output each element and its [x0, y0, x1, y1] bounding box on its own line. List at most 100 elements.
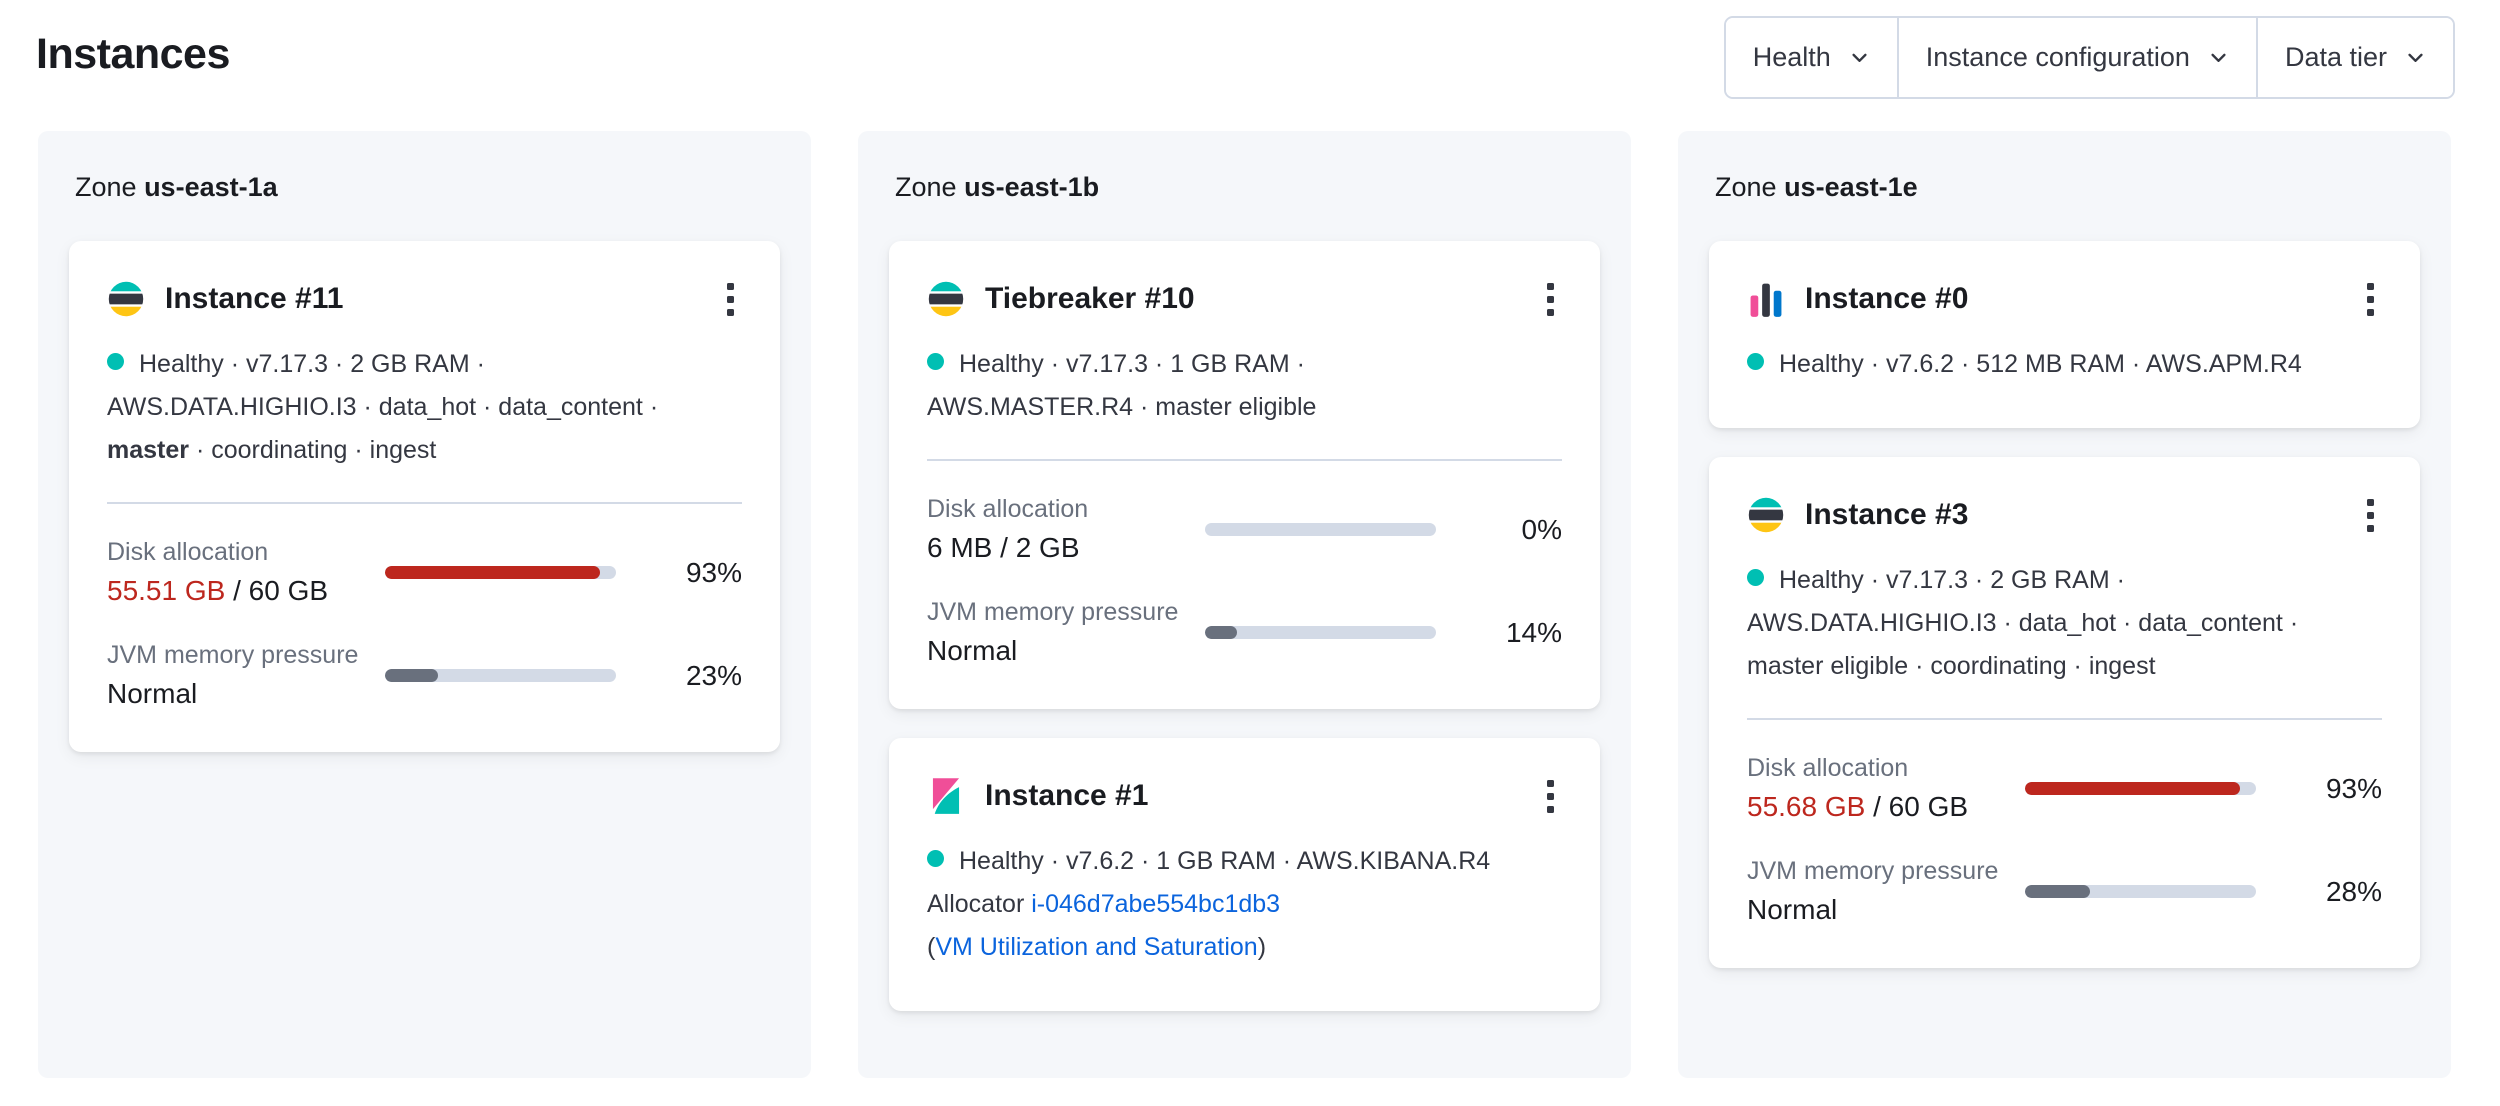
disk-allocation-label: Disk allocation: [1747, 754, 1909, 782]
jvm-memory-bar-fill: [385, 669, 439, 682]
jvm-memory-percent: 28%: [2325, 875, 2382, 907]
jvm-memory-bar: [2025, 885, 2256, 898]
chevron-down-icon: [2208, 47, 2229, 68]
disk-usage-percent: 93%: [2325, 772, 2382, 804]
zones-container: Zone us-east-1a Instance #11: [0, 131, 2500, 1078]
disk-usage-bar-fill: [385, 566, 600, 579]
instance-title: Instance #3: [1805, 498, 1969, 531]
zone-panel-us-east-1b: Zone us-east-1b Tiebreaker #10: [858, 131, 1631, 1078]
instance-menu-button[interactable]: [2359, 493, 2382, 538]
disk-usage-percent: 93%: [685, 556, 742, 588]
top-bar: Instances Health Instance configuration …: [0, 0, 2500, 99]
card-header: Instance #11: [107, 275, 742, 323]
allocator-link[interactable]: i-046d7abe554bc1db3: [1031, 890, 1281, 918]
filter-button-health-label: Health: [1752, 42, 1831, 72]
jvm-memory-value: Normal: [1747, 894, 1838, 925]
zone-name: us-east-1a: [144, 172, 278, 202]
allocator-label: Allocator: [927, 890, 1032, 918]
disk-allocation-label: Disk allocation: [107, 538, 269, 566]
page-title: Instances: [36, 30, 230, 78]
filter-button-instance-configuration[interactable]: Instance configuration: [1898, 18, 2258, 97]
jvm-memory-percent: 14%: [1505, 616, 1562, 648]
instance-menu-button[interactable]: [1539, 277, 1562, 322]
card-header: Tiebreaker #10: [927, 275, 1562, 323]
instance-title: Instance #0: [1805, 282, 1969, 315]
health-dot-icon: [1747, 569, 1764, 586]
instance-menu-button[interactable]: [719, 277, 742, 322]
instance-card-0: Instance #0 Healthy · v7.6.2 · 512 MB RA…: [1709, 241, 2420, 428]
apm-logo-icon: [1747, 280, 1785, 318]
zone-label: Zone us-east-1b: [895, 172, 1600, 203]
disk-used-value: 55.68 GB: [1747, 791, 1866, 822]
instance-menu-button[interactable]: [2359, 277, 2382, 322]
boxes-vertical-icon: [1547, 282, 1554, 290]
status-line: master · coordinating · ingest: [107, 436, 437, 464]
instance-status: Healthy · v7.17.3 · 2 GB RAM · AWS.DATA.…: [107, 343, 742, 472]
jvm-memory-bar-fill: [2025, 885, 2090, 898]
health-dot-icon: [927, 353, 944, 370]
jvm-memory-value: Normal: [927, 635, 1018, 666]
health-dot-icon: [927, 850, 944, 867]
disk-usage-bar: [1205, 523, 1436, 536]
status-line: master eligible · coordinating · ingest: [1747, 652, 2156, 680]
status-line: AWS.MASTER.R4 · master eligible: [927, 393, 1317, 421]
filter-button-data-tier[interactable]: Data tier: [2257, 18, 2453, 97]
card-divider: [107, 502, 742, 504]
instance-status: Healthy · v7.6.2 · 512 MB RAM · AWS.APM.…: [1747, 343, 2382, 386]
elasticsearch-logo-icon: [1747, 496, 1785, 534]
jvm-memory-bar: [385, 669, 616, 682]
zone-label-prefix: Zone: [1715, 172, 1777, 202]
instance-card-11: Instance #11 Healthy · v7.17.3 · 2 GB RA…: [69, 241, 780, 752]
zone-label: Zone us-east-1e: [1715, 172, 2420, 203]
status-line: Healthy · v7.17.3 · 1 GB RAM ·: [927, 343, 1562, 386]
kibana-logo-icon: [927, 777, 965, 815]
instance-title: Instance #11: [165, 282, 344, 315]
zone-label-prefix: Zone: [895, 172, 957, 202]
status-line: Healthy · v7.6.2 · 1 GB RAM · AWS.KIBANA…: [927, 840, 1562, 883]
disk-allocation-row: Disk allocation 55.68 GB / 60 GB 93%: [1747, 754, 2382, 823]
boxes-vertical-icon: [2367, 282, 2374, 290]
disk-allocation-row: Disk allocation 6 MB / 2 GB 0%: [927, 495, 1562, 564]
status-line: Allocator i-046d7abe554bc1db3: [927, 883, 1562, 926]
disk-allocation-value: 6 MB / 2 GB: [927, 532, 1080, 563]
card-header: Instance #3: [1747, 491, 2382, 539]
status-line: Healthy · v7.17.3 · 2 GB RAM ·: [107, 343, 742, 386]
instance-card-3: Instance #3 Healthy · v7.17.3 · 2 GB RAM…: [1709, 457, 2420, 968]
disk-used-value: 55.51 GB: [107, 575, 226, 606]
instance-status: Healthy · v7.17.3 · 2 GB RAM · AWS.DATA.…: [1747, 559, 2382, 688]
filter-button-data-tier-label: Data tier: [2284, 42, 2387, 72]
health-dot-icon: [1747, 353, 1764, 370]
instance-menu-button[interactable]: [1539, 774, 1562, 819]
disk-usage-bar: [385, 566, 616, 579]
disk-usage-bar: [2025, 782, 2256, 795]
jvm-memory-percent: 23%: [685, 659, 742, 691]
instance-card-tiebreaker-10: Tiebreaker #10 Healthy · v7.17.3 · 1 GB …: [889, 241, 1600, 709]
jvm-memory-label: JVM memory pressure: [107, 641, 359, 669]
instance-card-1: Instance #1 Healthy · v7.6.2 · 1 GB RAM …: [889, 738, 1600, 1011]
chevron-down-icon: [1849, 47, 1870, 68]
zone-label-prefix: Zone: [75, 172, 137, 202]
status-line: AWS.DATA.HIGHIO.I3 · data_hot · data_con…: [1747, 609, 2299, 637]
status-line: AWS.DATA.HIGHIO.I3 · data_hot · data_con…: [107, 393, 659, 421]
disk-allocation-value: 55.68 GB / 60 GB: [1747, 791, 1969, 822]
disk-usage-percent: 0%: [1521, 513, 1562, 545]
filter-button-instance-configuration-label: Instance configuration: [1925, 42, 2190, 72]
jvm-memory-row: JVM memory pressure Normal 28%: [1747, 857, 2382, 926]
zone-panel-us-east-1e: Zone us-east-1e Instance #0: [1678, 131, 2451, 1078]
zone-name: us-east-1b: [964, 172, 1100, 202]
jvm-memory-row: JVM memory pressure Normal 14%: [927, 598, 1562, 667]
instance-status: Healthy · v7.6.2 · 1 GB RAM · AWS.KIBANA…: [927, 840, 1562, 969]
zone-label: Zone us-east-1a: [75, 172, 780, 203]
card-divider: [1747, 718, 2382, 720]
vm-utilization-link[interactable]: VM Utilization and Saturation: [935, 933, 1258, 961]
boxes-vertical-icon: [1547, 779, 1554, 787]
status-line: Healthy · v7.6.2 · 512 MB RAM · AWS.APM.…: [1747, 343, 2382, 386]
filter-button-health[interactable]: Health: [1725, 18, 1899, 97]
jvm-memory-label: JVM memory pressure: [1747, 857, 1999, 885]
disk-allocation-row: Disk allocation 55.51 GB / 60 GB 93%: [107, 538, 742, 607]
card-header: Instance #1: [927, 772, 1562, 820]
filter-group: Health Instance configuration Data tier: [1723, 16, 2455, 99]
jvm-memory-row: JVM memory pressure Normal 23%: [107, 641, 742, 710]
instance-title: Instance #1: [985, 779, 1149, 812]
disk-allocation-value: 55.51 GB / 60 GB: [107, 575, 329, 606]
